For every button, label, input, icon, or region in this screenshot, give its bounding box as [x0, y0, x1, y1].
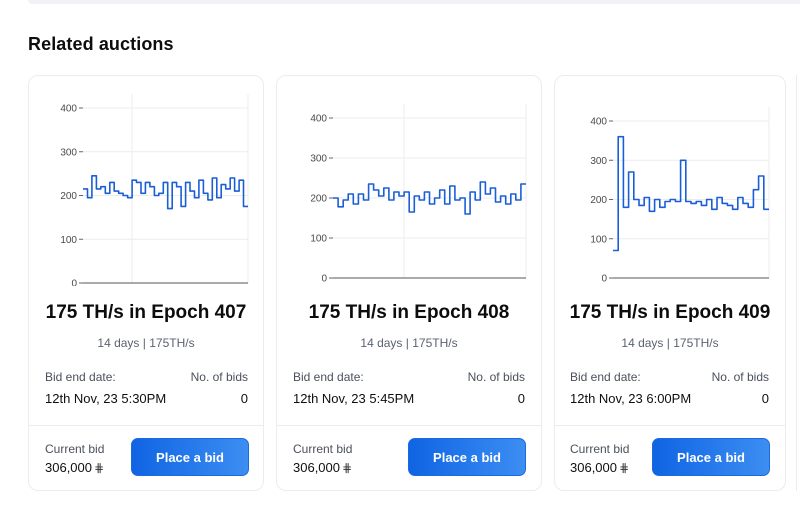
- section-title: Related auctions: [28, 34, 174, 54]
- bid-end-date-label: Bid end date:: [45, 370, 116, 384]
- auction-card[interactable]: 0 100 200 300 400 175 TH/s in Epoch 408 14 d…: [276, 75, 542, 491]
- current-bid-label: Current bid: [45, 442, 105, 456]
- current-bid-value: 306,000 ⋕: [293, 460, 352, 475]
- place-bid-button[interactable]: Place a bid: [652, 438, 770, 476]
- price-chart: 0 100 200 300 400: [277, 76, 541, 286]
- auction-title[interactable]: 175 TH/s in Epoch 408: [308, 302, 510, 323]
- current-bid-amount: 306,000: [293, 460, 340, 475]
- y-tick-label: 300: [310, 154, 327, 165]
- y-tick-label: 300: [590, 156, 607, 167]
- divider: [29, 425, 263, 426]
- y-tick-label: 200: [60, 191, 77, 202]
- current-bid-amount: 306,000: [45, 460, 92, 475]
- no-of-bids-label: No. of bids: [190, 370, 248, 384]
- y-tick-label: 300: [60, 147, 77, 158]
- y-tick-label: 100: [60, 235, 77, 246]
- price-chart-svg: 0 100 200 300 400: [310, 104, 527, 285]
- bid-end-date-value: 12th Nov, 23 6:00PM: [570, 391, 692, 406]
- series-line: [613, 135, 769, 252]
- auction-title[interactable]: 175 TH/s in Epoch 409: [569, 302, 771, 323]
- y-tick-label: 0: [321, 274, 327, 285]
- series-line: [333, 181, 526, 215]
- bid-end-date-label: Bid end date:: [570, 370, 641, 384]
- divider: [555, 425, 785, 426]
- currency-icon: ⋕: [342, 461, 353, 475]
- current-bid-value: 306,000 ⋕: [570, 460, 629, 475]
- y-tick-label: 400: [60, 104, 77, 115]
- current-bid-label: Current bid: [570, 442, 630, 456]
- bid-end-date-label: Bid end date:: [293, 370, 364, 384]
- auction-title[interactable]: 175 TH/s in Epoch 407: [45, 302, 247, 323]
- no-of-bids-label: No. of bids: [467, 370, 525, 384]
- price-chart-svg: 0 100 200 300 400: [60, 94, 249, 287]
- top-strip: [28, 0, 800, 4]
- series-line: [83, 175, 248, 210]
- auction-subtitle: 14 days | 175TH/s: [360, 336, 458, 350]
- no-of-bids-value: 0: [240, 391, 248, 406]
- auction-card[interactable]: 0 100 200 300 400 175 TH/s in Epoch 409 14 d…: [554, 75, 786, 491]
- no-of-bids-value: 0: [517, 391, 525, 406]
- y-tick-label: 200: [590, 195, 607, 206]
- divider: [277, 425, 541, 426]
- price-chart-svg: 0 100 200 300 400: [590, 107, 770, 285]
- y-tick-label: 100: [310, 234, 327, 245]
- no-of-bids-label: No. of bids: [711, 370, 769, 384]
- current-bid-label: Current bid: [293, 442, 353, 456]
- current-bid-amount: 306,000: [570, 460, 617, 475]
- currency-icon: ⋕: [94, 461, 105, 475]
- bid-end-date-value: 12th Nov, 23 5:30PM: [45, 391, 167, 406]
- next-card-edge: [796, 75, 800, 491]
- y-tick-label: 0: [71, 279, 77, 287]
- auction-card[interactable]: 0 100 200 300 400 175 TH/s in Epoch 407 14 d…: [28, 75, 264, 491]
- y-tick-label: 400: [590, 117, 607, 128]
- y-tick-label: 200: [310, 194, 327, 205]
- price-chart: 0 100 200 300 400: [555, 76, 785, 286]
- place-bid-button[interactable]: Place a bid: [131, 438, 249, 476]
- auction-subtitle: 14 days | 175TH/s: [97, 336, 195, 350]
- y-tick-label: 0: [601, 274, 607, 285]
- price-chart: 0 100 200 300 400: [29, 76, 263, 286]
- no-of-bids-value: 0: [761, 391, 769, 406]
- current-bid-value: 306,000 ⋕: [45, 460, 104, 475]
- auction-subtitle: 14 days | 175TH/s: [621, 336, 719, 350]
- y-tick-label: 400: [310, 114, 327, 125]
- currency-icon: ⋕: [619, 461, 630, 475]
- place-bid-button[interactable]: Place a bid: [408, 438, 526, 476]
- bid-end-date-value: 12th Nov, 23 5:45PM: [293, 391, 415, 406]
- y-tick-label: 100: [590, 234, 607, 245]
